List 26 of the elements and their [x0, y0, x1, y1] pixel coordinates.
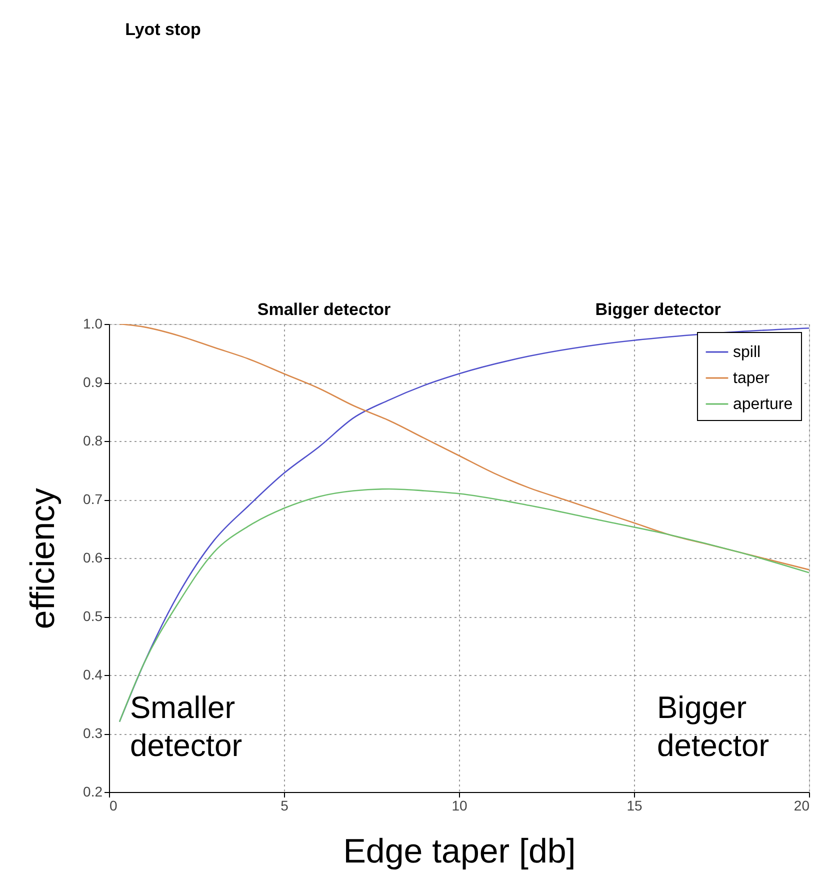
line-series [118, 488, 809, 722]
text: Lyot stop [125, 20, 201, 39]
text: Smaller detector [257, 300, 391, 319]
x-axis-title: Edge taper [db] [343, 832, 576, 870]
x-tick-label: 15 [626, 798, 642, 814]
x-tick-label: 0 [110, 798, 118, 814]
y-tick-label: 0.8 [83, 432, 103, 448]
x-tick-label: 20 [794, 798, 810, 814]
annotation: Bigger detector [657, 690, 770, 763]
y-tick-label: 0.9 [83, 374, 103, 390]
text: Bigger detector [595, 300, 722, 319]
y-tick-label: 0.6 [83, 550, 103, 566]
y-tick-label: 0.2 [83, 784, 103, 800]
legend-label: spill [733, 344, 761, 361]
y-tick-label: 1.0 [83, 316, 103, 332]
annotation: Smaller detector [130, 690, 242, 763]
y-tick-label: 0.7 [83, 491, 103, 507]
x-tick-label: 10 [452, 798, 468, 814]
line-series [118, 324, 809, 570]
legend-label: taper [733, 370, 770, 387]
y-tick-label: 0.5 [83, 608, 103, 624]
y-tick-label: 0.4 [83, 666, 103, 682]
y-tick-label: 0.3 [83, 725, 103, 741]
x-tick-label: 5 [280, 798, 289, 814]
y-axis-title: efficiency [24, 488, 62, 630]
legend-label: aperture [733, 396, 793, 413]
